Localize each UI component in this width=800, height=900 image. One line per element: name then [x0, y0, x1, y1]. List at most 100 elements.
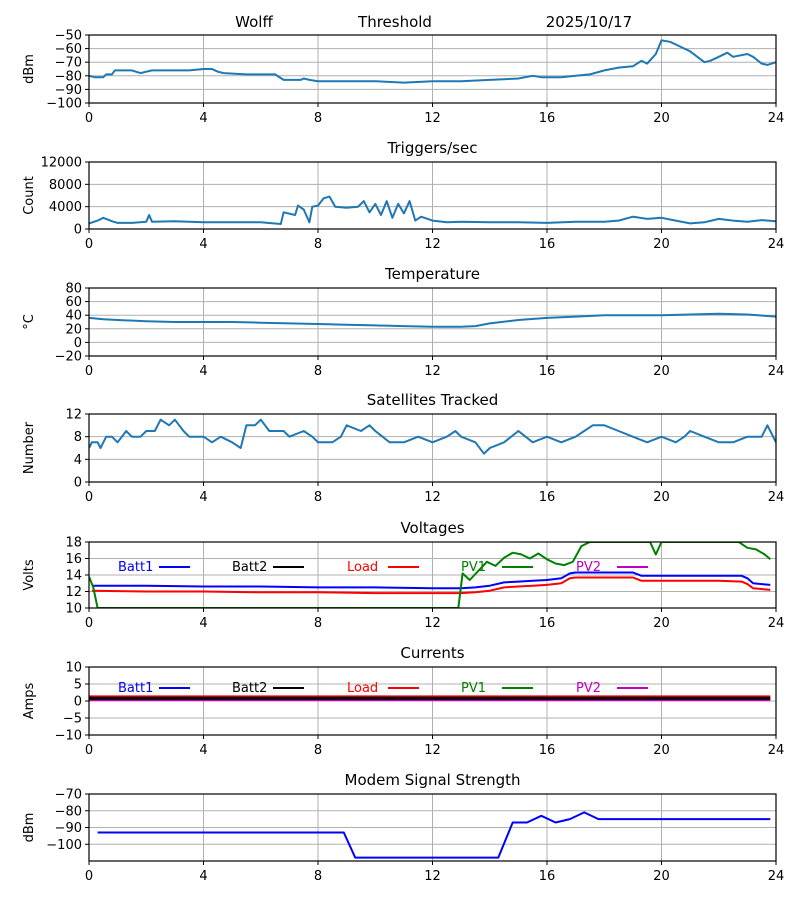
legend-label: Load	[347, 681, 378, 696]
satellites-panel: 0 4 8 12 16 20 24 12 8 4 0 Satellites Tracked Number	[22, 391, 784, 505]
y-tick-label: −80	[55, 804, 82, 819]
y-tick-label: 12000	[41, 156, 82, 171]
x-tick-label: 0	[85, 743, 93, 758]
x-tick-label: 24	[768, 364, 785, 379]
legend-item-load: Load	[347, 560, 419, 575]
x-tick-label: 24	[768, 111, 785, 126]
y-tick-label: 16	[65, 552, 82, 567]
figure-header: Wolff Threshold 2025/10/17	[235, 13, 632, 31]
y-tick-label: −70	[55, 56, 82, 71]
y-tick-label: 0	[74, 476, 82, 491]
x-tick-label: 8	[314, 237, 322, 252]
axes-frame	[88, 161, 777, 230]
y-tick-label: 0	[74, 223, 82, 238]
y-tick-label: 4000	[49, 200, 82, 215]
x-tick-label: 24	[768, 869, 785, 884]
currents-panel: 0 4 8 12 16 20 24 10 5 0 −5 −10 Currents Amps Batt1 Bat…	[22, 644, 784, 758]
x-tick-label: 20	[653, 869, 670, 884]
y-axis-label: Number	[22, 421, 37, 474]
x-tick-label: 24	[768, 237, 785, 252]
legend-label: PV2	[576, 560, 601, 575]
legend-item-batt2: Batt2	[232, 681, 304, 696]
legend-item-batt1: Batt1	[118, 681, 190, 696]
x-tick-label: 16	[539, 490, 556, 505]
axes-frame	[88, 413, 777, 483]
x-tick-label: 12	[424, 490, 441, 505]
y-axis-label: dBm	[22, 813, 37, 843]
panel-title: Triggers/sec	[387, 139, 478, 157]
x-tick-label: 12	[424, 111, 441, 126]
x-tick-label: 12	[424, 616, 441, 631]
axes-frame	[88, 666, 777, 736]
y-tick-label: −100	[46, 838, 82, 853]
y-tick-label: −90	[55, 83, 82, 98]
y-axis-label: Count	[22, 176, 37, 215]
x-tick-label: 0	[85, 616, 93, 631]
x-tick-label: 8	[314, 111, 322, 126]
panel-title: Currents	[400, 644, 464, 662]
y-tick-label: 8000	[49, 178, 82, 193]
legend-label: PV2	[576, 681, 601, 696]
x-tick-label: 4	[199, 616, 207, 631]
series-line-batt1	[91, 571, 771, 590]
y-tick-label: 12	[65, 585, 82, 600]
x-tick-label: 4	[199, 364, 207, 379]
y-tick-label: 10	[65, 661, 82, 676]
x-tick-label: 20	[653, 111, 670, 126]
x-tick-label: 16	[539, 869, 556, 884]
x-tick-label: 0	[85, 111, 93, 126]
y-tick-label: −10	[55, 729, 82, 744]
x-tick-label: 16	[539, 111, 556, 126]
x-tick-label: 4	[199, 869, 207, 884]
legend-label: Batt1	[118, 560, 153, 575]
y-tick-label: 40	[65, 309, 82, 324]
y-tick-label: 80	[65, 282, 82, 297]
x-tick-label: 20	[653, 616, 670, 631]
y-tick-label: 14	[65, 569, 82, 584]
y-tick-label: −5	[63, 712, 82, 727]
x-tick-label: 0	[85, 490, 93, 505]
x-tick-label: 20	[653, 743, 670, 758]
y-tick-label: 60	[65, 295, 82, 310]
legend-item-batt1: Batt1	[118, 560, 190, 575]
panel-title: Temperature	[384, 265, 480, 283]
series-line-satellites	[89, 418, 776, 455]
y-axis-label: dBm	[22, 54, 37, 84]
legend-label: Batt2	[232, 560, 267, 575]
x-tick-label: 8	[314, 743, 322, 758]
x-tick-label: 16	[539, 364, 556, 379]
triggers-panel: 0 4 8 12 16 20 24 12000 8000 4000 0 Triggers/sec Cou…	[22, 139, 784, 252]
x-tick-label: 24	[768, 490, 785, 505]
y-axis-label: Amps	[22, 682, 37, 719]
x-tick-label: 24	[768, 743, 785, 758]
x-tick-label: 12	[424, 237, 441, 252]
legend-item-pv1: PV1	[461, 681, 533, 696]
x-tick-label: 20	[653, 364, 670, 379]
y-tick-label: −70	[55, 788, 82, 803]
legend-label: PV1	[461, 560, 486, 575]
y-tick-label: 0	[74, 695, 82, 710]
legend-label: Batt2	[232, 681, 267, 696]
x-tick-label: 16	[539, 237, 556, 252]
threshold-panel: 0 4 8 12 16 20 24 −50−60−70−80−90−100 dBm	[22, 29, 784, 127]
axes-frame	[88, 287, 777, 357]
modem-signal-panel: 0 4 8 12 16 20 24 −70−80 −90 −100 Modem Signal Str…	[22, 771, 784, 884]
y-tick-label: 4	[74, 453, 82, 468]
x-tick-label: 8	[314, 616, 322, 631]
legend-item-pv2: PV2	[576, 560, 648, 575]
series-line-modem	[97, 811, 771, 859]
x-tick-label: 16	[539, 743, 556, 758]
x-tick-label: 8	[314, 869, 322, 884]
y-tick-label: −60	[55, 42, 82, 57]
legend-item-load: Load	[347, 681, 419, 696]
y-tick-label: 0	[74, 336, 82, 351]
x-tick-label: 16	[539, 616, 556, 631]
y-tick-label: 5	[74, 678, 82, 693]
x-tick-label: 8	[314, 490, 322, 505]
legend-label: Batt1	[118, 681, 153, 696]
series-line-pv1	[89, 542, 771, 608]
x-tick-label: 4	[199, 237, 207, 252]
series-line-temperature	[89, 312, 776, 328]
y-tick-label: −20	[55, 350, 82, 365]
